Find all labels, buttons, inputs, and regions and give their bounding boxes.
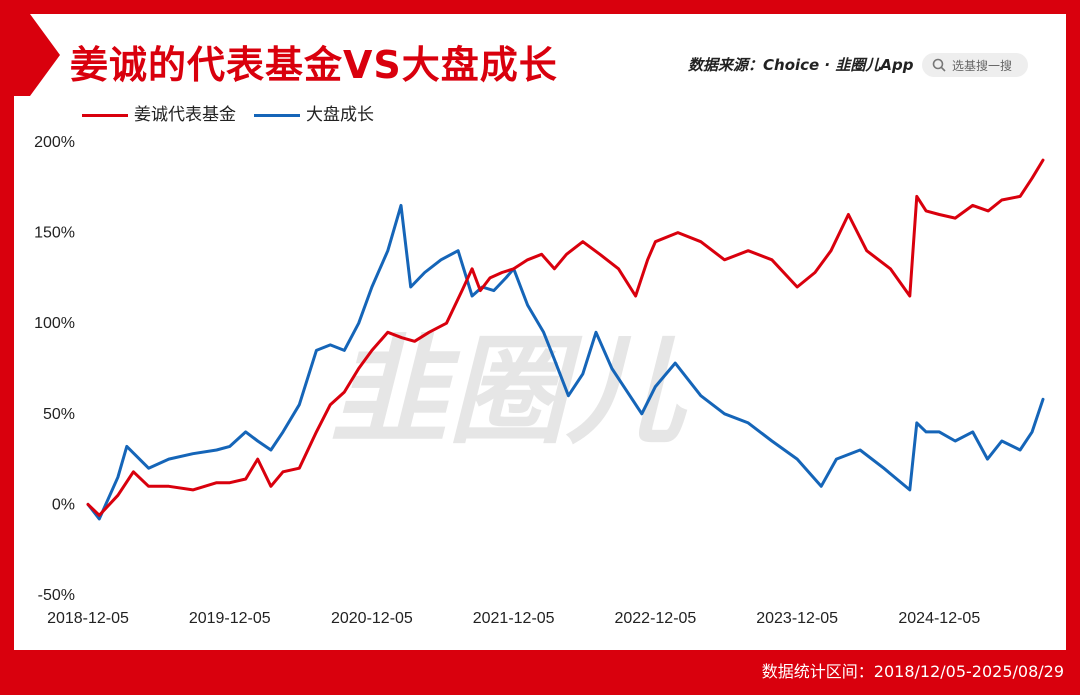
x-tick-label: 2019-12-05 xyxy=(189,610,271,627)
page-title: 姜诚的代表基金VS大盘成长 xyxy=(70,43,558,87)
legend-swatch-fund xyxy=(82,113,128,117)
x-tick-label: 2020-12-05 xyxy=(331,610,413,627)
legend-item-index: 大盘成长 xyxy=(254,100,374,125)
x-axis: 2018-12-05 2019-12-05 2020-12-05 2021-12-05… xyxy=(47,610,980,627)
series-layer xyxy=(86,158,1045,521)
y-tick-label: 150% xyxy=(34,225,75,242)
y-axis: 200% 150% 100% 50% 0% -50% xyxy=(34,134,75,604)
y-tick-label: 200% xyxy=(34,134,75,151)
watermark: 韭圈儿 xyxy=(330,322,688,460)
y-tick-label: 0% xyxy=(52,496,75,513)
date-range-note: 数据统计区间：2018/12/05-2025/08/29 xyxy=(761,662,1064,681)
search-icon xyxy=(932,58,946,72)
legend-label-index: 大盘成长 xyxy=(306,105,374,125)
series-line-index xyxy=(86,203,1045,521)
x-tick-label: 2023-12-05 xyxy=(756,610,838,627)
search-placeholder: 选基搜一搜 xyxy=(952,59,1013,73)
legend-label-fund: 姜诚代表基金 xyxy=(134,105,236,125)
series-line-fund xyxy=(86,158,1045,517)
y-tick-label: -50% xyxy=(38,587,75,604)
chart-panel xyxy=(14,14,1066,650)
legend-item-fund: 姜诚代表基金 xyxy=(82,100,236,125)
x-tick-label: 2021-12-05 xyxy=(473,610,555,627)
x-tick-label: 2018-12-05 xyxy=(47,610,129,627)
x-tick-label: 2022-12-05 xyxy=(614,610,696,627)
corner-accent xyxy=(14,14,60,96)
y-tick-label: 50% xyxy=(43,406,75,423)
search-box[interactable]: 选基搜一搜 xyxy=(922,53,1028,77)
data-source: 数据来源：Choice · 韭圈儿App xyxy=(688,56,914,74)
y-tick-label: 100% xyxy=(34,315,75,332)
legend-swatch-index xyxy=(254,113,300,117)
x-tick-label: 2024-12-05 xyxy=(898,610,980,627)
